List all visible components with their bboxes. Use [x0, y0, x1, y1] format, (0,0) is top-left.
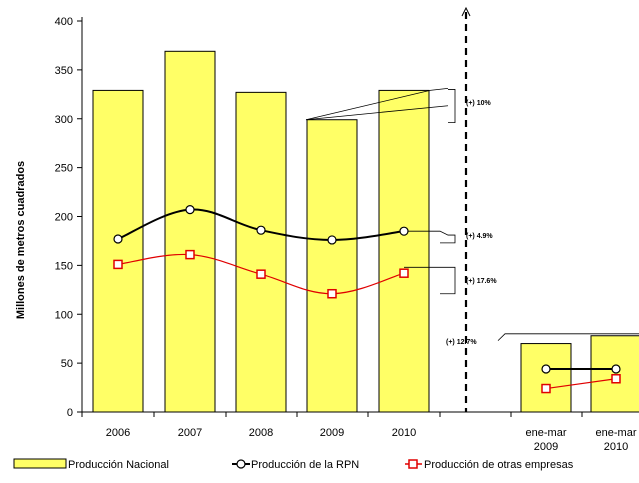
y-tick-label: 400 — [55, 16, 73, 28]
annotation-10pct: (+) 10% — [466, 100, 491, 107]
legend-marker-square — [408, 459, 418, 469]
y-axis-label: Millones de metros cuadrados — [15, 161, 27, 319]
legend: Producción Nacional Producción de la RPN… — [13, 458, 574, 471]
line-series-2-quarterly — [545, 378, 617, 390]
legend-item-produccion-otras: Producción de otras empresas — [405, 459, 574, 471]
annotations: (+) 10% (+) 4.9% (+) 17.6% (+) 12.7% — [446, 100, 497, 346]
annotation-4-9pct: (+) 4.9% — [466, 233, 493, 240]
x-tick-label-2010: 2010 — [392, 427, 416, 439]
point-rpn-0 — [113, 234, 123, 244]
annotation-17-6pct: (+) 17.6% — [466, 278, 497, 285]
annotation-connectors — [305, 88, 639, 341]
lines-layer — [113, 205, 621, 394]
point-otras-5 — [541, 383, 551, 394]
annotation-bracket-12-7pct — [497, 333, 639, 341]
point-rpn-6 — [611, 364, 621, 374]
y-tick-label: 150 — [55, 260, 73, 272]
x-tick-label-2007: 2007 — [178, 427, 202, 439]
bar-5 — [520, 343, 572, 413]
y-tick-label: 250 — [55, 163, 73, 175]
point-rpn-1 — [185, 205, 195, 215]
x-tick-label-line1: ene-mar — [526, 427, 567, 439]
legend-swatch-bar — [13, 458, 67, 469]
point-rpn-2 — [256, 225, 266, 235]
annotation-connector — [429, 88, 449, 91]
y-tick-label: 300 — [55, 114, 73, 126]
legend-item-produccion-nacional: Producción Nacional — [13, 458, 169, 471]
separator-arrow-tip — [461, 6, 471, 17]
bar-6 — [590, 335, 639, 413]
x-tick-label-line2: 2010 — [604, 441, 628, 453]
x-tick-label-line1: ene-mar — [596, 427, 637, 439]
point-otras-1 — [185, 249, 195, 260]
annotation-bracket-10pct — [448, 89, 456, 124]
x-tick-label-2006: 2006 — [106, 427, 130, 439]
point-otras-6 — [611, 374, 621, 384]
y-tick-label: 350 — [55, 65, 73, 77]
y-tick-label: 200 — [55, 212, 73, 224]
legend-label-produccion-nacional: Producción Nacional — [68, 459, 169, 471]
bar-0 — [92, 89, 144, 413]
point-rpn-5 — [541, 364, 551, 374]
x-tick-label-2009: 2009 — [320, 427, 344, 439]
point-rpn-4 — [399, 226, 409, 236]
legend-item-produccion-rpn: Producción de la RPN — [232, 459, 359, 471]
bar-1 — [164, 50, 216, 413]
point-otras-0 — [113, 259, 123, 270]
bars-layer — [92, 50, 639, 413]
bar-3 — [306, 119, 358, 413]
y-tick-label: 100 — [55, 309, 73, 321]
annotation-bracket-4-9pct — [404, 230, 456, 244]
x-tick-label-line2: 2009 — [534, 441, 558, 453]
legend-label-produccion-rpn: Producción de la RPN — [251, 459, 359, 471]
point-otras-4 — [399, 268, 409, 278]
point-rpn-3 — [327, 235, 337, 245]
point-otras-2 — [256, 269, 266, 279]
bar-2 — [235, 91, 287, 413]
annotation-12-7pct: (+) 12.7% — [446, 339, 477, 346]
annotation-bracket-17-6pct — [404, 266, 456, 295]
axes-layer: 0 50 100 150 200 250 300 350 400 2006 2007 2008 2009… — [55, 6, 639, 453]
point-otras-3 — [327, 288, 337, 299]
y-tick-label: 50 — [61, 358, 73, 370]
legend-label-produccion-otras: Producción de otras empresas — [424, 459, 574, 471]
legend-marker-circle — [236, 459, 246, 469]
annotation-connector — [305, 105, 449, 121]
annotation-connector — [305, 90, 431, 121]
x-tick-label-2008: 2008 — [249, 427, 273, 439]
y-tick-label: 0 — [67, 407, 73, 419]
bar-4 — [378, 89, 430, 413]
